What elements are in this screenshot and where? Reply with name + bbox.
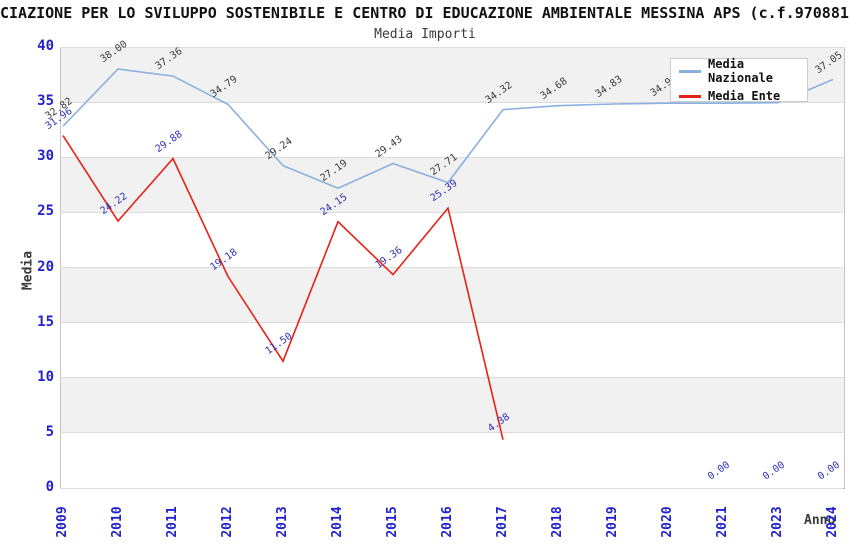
media-ente-line-swatch-icon xyxy=(679,94,701,98)
chart-subtitle: Media Importi xyxy=(374,27,476,42)
y-tick-label: 35 xyxy=(37,93,54,110)
series-line-media-ente xyxy=(62,135,504,440)
chart-title: CIAZIONE PER LO SVILUPPO SOSTENIBILE E C… xyxy=(0,4,850,22)
y-gridline xyxy=(60,432,843,434)
y-gridline xyxy=(60,101,843,103)
y-tick-label: 5 xyxy=(45,423,54,440)
y-gridline xyxy=(60,377,843,379)
y-gridline xyxy=(60,267,843,268)
legend-item-media-nazionale: Media Nazionale xyxy=(679,57,807,85)
legend-box: Media Nazionale Media Ente xyxy=(670,57,808,103)
y-gridline xyxy=(60,156,843,158)
y-gridline xyxy=(60,211,843,213)
y-gridline xyxy=(60,46,843,48)
y-tick-label: 0 xyxy=(45,479,54,495)
y-tick-label: 25 xyxy=(37,203,54,220)
y-tick-label: 20 xyxy=(37,258,54,275)
x-axis-title: Anno xyxy=(804,513,836,528)
y-gridline xyxy=(60,487,843,489)
legend-item-media-ente: Media Ente xyxy=(679,89,807,103)
series-line-media-nazionale xyxy=(62,68,834,190)
y-gridline xyxy=(60,322,843,324)
media-nazionale-line-swatch-icon xyxy=(679,69,701,73)
plot-area xyxy=(60,47,845,489)
legend-label: Media Nazionale xyxy=(708,57,774,85)
y-tick-label: 10 xyxy=(37,368,54,385)
y-tick-label: 40 xyxy=(37,38,54,54)
y-tick-label: 15 xyxy=(37,313,54,330)
y-tick-label: 30 xyxy=(37,148,54,165)
legend-label: Media Ente xyxy=(708,89,781,103)
